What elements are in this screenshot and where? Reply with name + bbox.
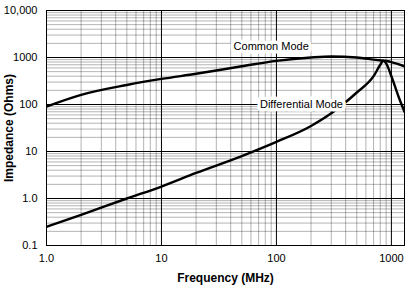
svg-text:100: 100 — [267, 252, 285, 264]
svg-text:10,000: 10,000 — [4, 4, 38, 16]
svg-text:1.0: 1.0 — [22, 192, 37, 204]
svg-text:100: 100 — [19, 98, 37, 110]
svg-text:Frequency (MHz): Frequency (MHz) — [177, 271, 274, 285]
svg-text:0.1: 0.1 — [22, 239, 37, 251]
svg-text:10: 10 — [25, 145, 37, 157]
svg-text:1000: 1000 — [379, 252, 403, 264]
svg-text:10: 10 — [155, 252, 167, 264]
svg-text:1.0: 1.0 — [39, 252, 54, 264]
svg-text:1000: 1000 — [13, 51, 37, 63]
svg-text:Impedance (Ohms): Impedance (Ohms) — [2, 74, 16, 182]
svg-text:Differential Mode: Differential Mode — [260, 98, 343, 110]
svg-text:Common Mode: Common Mode — [234, 40, 309, 52]
